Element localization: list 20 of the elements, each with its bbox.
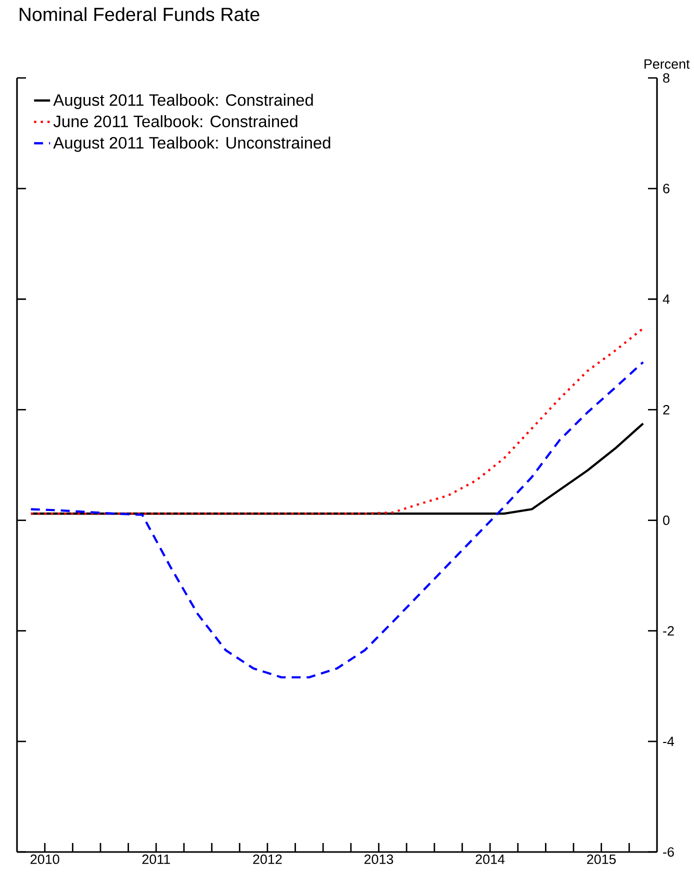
x-tick-label: 2012 xyxy=(253,854,282,864)
x-tick-label: 2011 xyxy=(142,854,170,864)
chart-title: Nominal Federal Funds Rate xyxy=(20,7,260,22)
y-tick-label: 6 xyxy=(663,184,670,194)
line-series xyxy=(30,361,644,678)
x-tick-label: 2013 xyxy=(364,854,394,864)
legend-label: June 2011 Tealbook: Constrained xyxy=(53,115,298,128)
y-tick-label: 4 xyxy=(662,294,670,304)
x-tick-label: 2015 xyxy=(587,854,616,864)
x-tick-label: 2014 xyxy=(476,854,505,864)
y-tick-label: 0 xyxy=(663,516,670,526)
y-tick-label: -2 xyxy=(663,626,674,636)
y-tick-label: 8 xyxy=(663,73,670,83)
y-tick-label: -6 xyxy=(663,847,674,857)
y-tick-label: 2 xyxy=(663,405,670,414)
y-tick-label: -4 xyxy=(663,736,674,746)
legend-label: August 2011 Tealbook: Constrained xyxy=(53,94,313,110)
x-tick-label: 2010 xyxy=(30,854,60,864)
y-axis-title: Percent xyxy=(644,59,690,69)
legend-label: August 2011 Tealbook: Unconstrained xyxy=(53,136,330,152)
